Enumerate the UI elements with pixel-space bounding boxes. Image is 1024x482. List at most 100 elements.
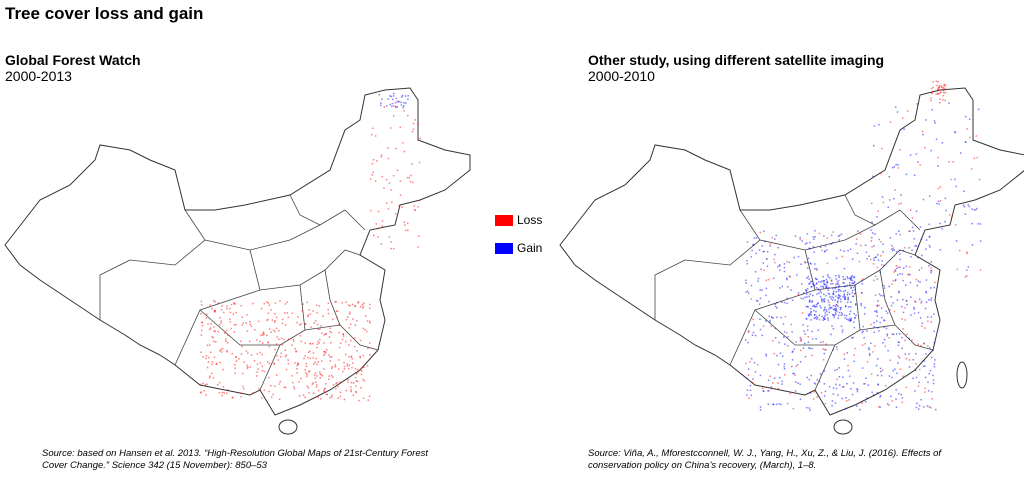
pixel: [838, 384, 841, 386]
pixel: [804, 296, 806, 299]
pixel: [834, 305, 837, 308]
pixel: [346, 365, 349, 367]
pixel: [362, 378, 364, 381]
pixel: [823, 383, 826, 385]
pixel: [919, 164, 921, 166]
pixel: [850, 275, 853, 278]
pixel: [774, 305, 777, 308]
pixel: [911, 249, 913, 252]
pixel: [209, 327, 212, 329]
pixel: [948, 102, 950, 104]
pixel: [205, 355, 208, 357]
pixel: [274, 330, 276, 333]
pixel: [355, 380, 358, 382]
pixel: [783, 263, 786, 265]
pixel: [895, 406, 898, 408]
pixel: [407, 95, 409, 97]
pixel: [810, 286, 812, 288]
pixel: [873, 245, 875, 247]
pixel: [899, 266, 901, 269]
pixel: [316, 346, 318, 349]
pixel: [829, 296, 831, 298]
pixel: [811, 330, 813, 333]
pixel: [915, 406, 918, 409]
pixel: [776, 316, 778, 318]
pixel: [354, 337, 356, 339]
pixel: [882, 243, 884, 245]
pixel: [765, 257, 768, 260]
pixel: [954, 131, 956, 133]
pixel: [846, 318, 848, 320]
pixel: [779, 287, 781, 289]
pixel: [975, 135, 978, 137]
pixel: [283, 338, 285, 341]
pixel: [912, 358, 914, 361]
pixel: [316, 312, 318, 314]
pixel: [931, 109, 933, 111]
pixel: [270, 396, 273, 398]
pixel: [825, 284, 828, 287]
pixel: [856, 238, 858, 240]
pixel: [213, 326, 215, 328]
pixel: [202, 355, 204, 358]
pixel: [833, 314, 835, 317]
pixel: [901, 273, 904, 275]
pixel: [895, 233, 897, 235]
pixel: [320, 360, 323, 362]
pixel: [252, 392, 254, 394]
pixel: [827, 289, 830, 291]
pixel: [938, 86, 940, 88]
pixel: [824, 318, 826, 320]
pixel: [391, 105, 393, 108]
pixel: [330, 374, 333, 377]
pixel: [745, 339, 747, 341]
pixel: [309, 350, 311, 352]
pixel: [338, 359, 340, 361]
pixel: [242, 322, 245, 324]
pixel: [258, 388, 260, 390]
pixel: [822, 286, 825, 289]
pixel: [808, 299, 811, 302]
pixel: [811, 285, 813, 288]
pixel: [214, 310, 217, 313]
pixel: [253, 360, 256, 362]
pixel: [823, 293, 825, 296]
pixel: [229, 318, 231, 320]
pixel: [841, 255, 844, 258]
pixel: [373, 234, 375, 237]
pixel: [850, 388, 852, 390]
pixel: [841, 386, 844, 388]
pixel: [219, 350, 221, 352]
pixel: [966, 252, 968, 255]
pixel: [892, 247, 895, 249]
pixel: [352, 362, 354, 364]
pixel: [825, 286, 827, 288]
pixel: [877, 358, 879, 360]
pixel: [929, 246, 931, 248]
pixel: [955, 185, 957, 188]
pixel: [786, 302, 788, 305]
pixel: [937, 165, 939, 167]
pixel: [979, 223, 982, 225]
pixel: [835, 286, 837, 288]
pixel: [810, 314, 812, 316]
pixel: [272, 393, 274, 396]
pixel: [930, 321, 933, 323]
pixel: [837, 294, 840, 296]
pixel: [827, 275, 829, 278]
pixel: [784, 343, 786, 345]
pixel: [385, 105, 388, 107]
pixel: [370, 209, 372, 212]
pixel: [891, 244, 893, 247]
pixel: [348, 344, 350, 346]
pixel: [235, 356, 237, 358]
pixel: [871, 391, 873, 393]
pixel: [881, 260, 884, 262]
pixel: [826, 282, 828, 284]
pixel: [843, 358, 846, 360]
pixel: [297, 362, 299, 364]
pixel: [820, 291, 823, 294]
pixel: [893, 166, 896, 168]
pixel: [777, 382, 779, 384]
pixel: [823, 283, 826, 286]
